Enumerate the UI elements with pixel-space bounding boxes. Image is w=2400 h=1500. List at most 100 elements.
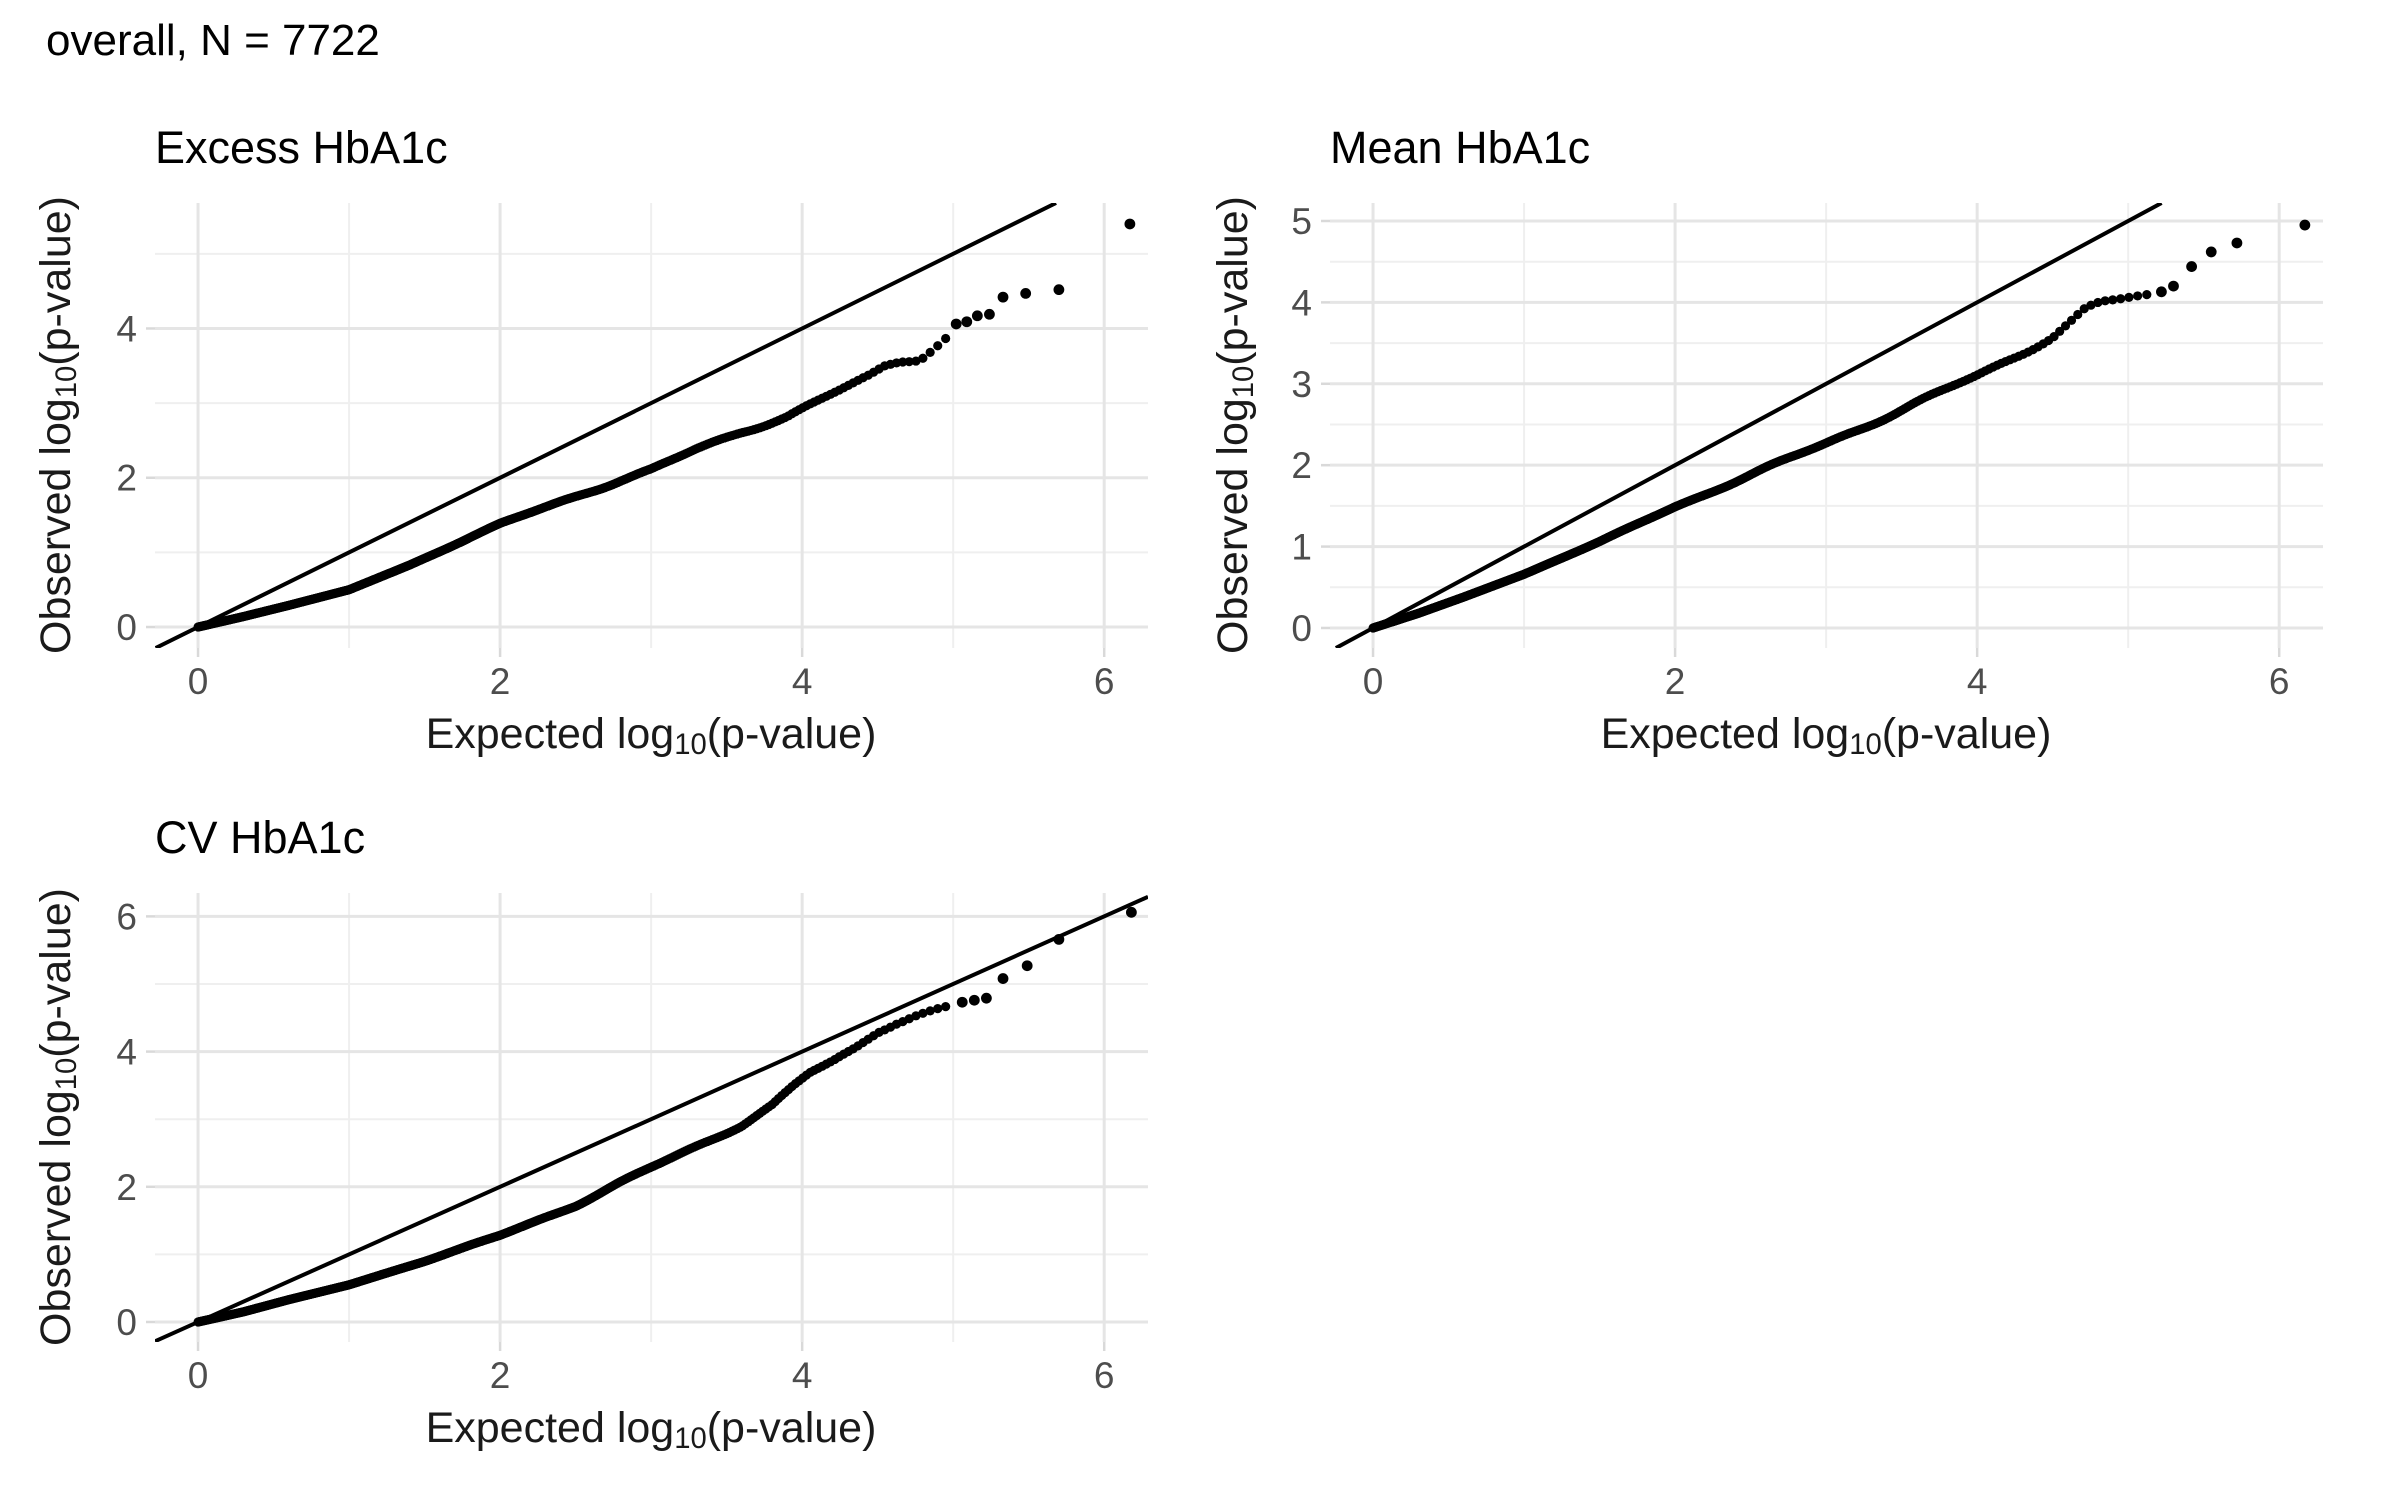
y-axis-title-suffix: (p-value) — [32, 888, 81, 1058]
qq-tail-point — [968, 994, 980, 1006]
qq-tail-point — [2168, 280, 2179, 292]
qq-tail-point — [2231, 237, 2243, 249]
y-tick-label: 1 — [1291, 527, 1312, 568]
qq-point — [911, 1011, 921, 1021]
y-tick-label: 2 — [116, 1167, 137, 1208]
qq-point — [2066, 315, 2077, 325]
x-axis-title-text: Expected log — [425, 1404, 675, 1452]
qq-points — [1368, 219, 2311, 633]
qq-tail-point — [997, 973, 1009, 984]
x-tick-label: 4 — [792, 661, 813, 702]
qq-tail-point — [984, 308, 995, 320]
x-axis-title-text: Expected log — [425, 710, 675, 758]
y-axis-title-suffix: (p-value) — [1209, 196, 1258, 366]
qq-point — [941, 1002, 951, 1012]
tick-labels: 0 2 4 6 0 1 2 3 4 5 — [1291, 201, 2289, 702]
tick-labels: 0 2 4 6 0 2 4 — [116, 308, 1114, 702]
y-tick-label: 3 — [1291, 364, 1312, 405]
qq-tail-point — [961, 316, 973, 328]
x-axis-title-panel1: Expected log10(p-value) — [426, 710, 877, 762]
qq-tail-point — [1124, 218, 1136, 230]
qq-point — [2055, 326, 2065, 336]
panel-title-mean-hba1c: Mean HbA1c — [1330, 122, 1591, 173]
qq-tail-point — [1020, 287, 1032, 299]
x-axis-title-suffix: (p-value) — [1881, 710, 2052, 758]
y-tick-label: 2 — [1291, 445, 1312, 486]
y-tick-label: 5 — [1291, 201, 1312, 242]
identity-line — [155, 894, 1148, 1342]
y-tick-label: 4 — [116, 308, 137, 349]
x-axis-title-panel3: Expected log10(p-value) — [426, 1404, 877, 1456]
x-tick-label: 2 — [490, 661, 511, 702]
qq-point — [925, 347, 935, 357]
qq-point — [911, 356, 921, 366]
y-tick-label: 2 — [116, 458, 137, 499]
x-axis-title-subscript: 10 — [1849, 728, 1882, 761]
y-axis-title-text: Observed log — [1209, 398, 1258, 654]
qq-points — [193, 906, 1137, 1327]
qq-point — [2142, 290, 2152, 300]
x-tick-label: 4 — [792, 1355, 813, 1396]
x-axis-title-subscript: 10 — [674, 1422, 707, 1455]
qq-point — [2108, 295, 2118, 305]
y-axis-title-text: Observed log — [32, 398, 81, 654]
panel-1: 0 2 4 6 0 2 4 — [116, 203, 1148, 702]
qq-point — [933, 1004, 943, 1014]
qq-point — [2133, 291, 2143, 301]
qq-point — [2116, 294, 2126, 304]
y-axis-title-subscript: 10 — [1227, 365, 1260, 399]
y-tick-label: 0 — [1291, 608, 1312, 649]
panel-title-excess-hba1c: Excess HbA1c — [155, 122, 448, 173]
qq-tail-point — [997, 291, 1009, 303]
panel-3: 0 2 4 6 0 2 4 6 — [116, 893, 1148, 1396]
x-axis-title-subscript: 10 — [674, 728, 707, 761]
identity-line — [1334, 203, 2163, 648]
qq-tail-point — [1053, 933, 1065, 945]
qq-point — [904, 357, 914, 367]
y-axis-title-text: Observed log — [32, 1090, 81, 1346]
qq-points — [193, 218, 1136, 632]
qq-tail-point — [1021, 960, 1033, 972]
qq-point — [2124, 292, 2134, 302]
x-tick-label: 2 — [490, 1355, 511, 1396]
qq-tail-point — [981, 992, 992, 1004]
qq-point — [2060, 321, 2071, 331]
axis-ticks — [146, 915, 1106, 1351]
y-axis-title-panel1: Observed log10(p-value) — [32, 196, 84, 654]
y-axis-title-subscript: 10 — [50, 1057, 83, 1091]
x-axis-title-suffix: (p-value) — [706, 1404, 877, 1452]
qq-point — [2100, 296, 2110, 306]
x-axis-title-panel2: Expected log10(p-value) — [1601, 710, 2052, 762]
qq-tail-point — [971, 310, 983, 322]
x-tick-label: 0 — [1363, 661, 1384, 702]
y-tick-label: 0 — [116, 1302, 137, 1343]
qq-point — [941, 333, 951, 344]
qq-point — [2093, 297, 2103, 308]
y-axis-title-subscript: 10 — [50, 365, 83, 399]
x-tick-label: 0 — [188, 661, 209, 702]
y-tick-label: 4 — [1291, 282, 1312, 323]
qq-tail-point — [950, 318, 962, 330]
qq-tail-point — [2205, 246, 2217, 258]
x-tick-label: 0 — [188, 1355, 209, 1396]
axis-ticks — [1321, 219, 2281, 657]
qq-tail-point — [2186, 261, 2198, 272]
x-tick-label: 6 — [1094, 661, 1115, 702]
y-axis-title-panel3: Observed log10(p-value) — [32, 888, 84, 1346]
y-axis-title-suffix: (p-value) — [32, 196, 81, 366]
gridlines — [155, 203, 1148, 648]
x-tick-label: 2 — [1665, 661, 1686, 702]
qq-point — [2086, 300, 2096, 310]
tick-labels: 0 2 4 6 0 2 4 6 — [116, 896, 1114, 1396]
x-axis-title-suffix: (p-value) — [706, 710, 877, 758]
qq-tail-point — [956, 996, 968, 1008]
panel-title-cv-hba1c: CV HbA1c — [155, 812, 366, 863]
qq-point — [918, 353, 928, 363]
y-axis-title-panel2: Observed log10(p-value) — [1209, 196, 1261, 654]
qq-tail-point — [2156, 286, 2167, 298]
gridlines — [1330, 203, 2323, 648]
y-tick-label: 0 — [116, 607, 137, 648]
x-tick-label: 6 — [2269, 661, 2290, 702]
